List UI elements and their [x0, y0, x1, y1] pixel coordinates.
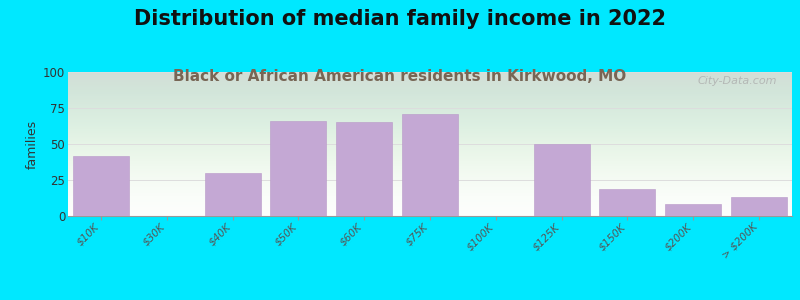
- Bar: [599, 189, 655, 216]
- Bar: [534, 144, 590, 216]
- Bar: [73, 155, 129, 216]
- Bar: [205, 173, 261, 216]
- Bar: [270, 121, 326, 216]
- Bar: [731, 197, 787, 216]
- Text: City-Data.com: City-Data.com: [698, 76, 778, 86]
- Y-axis label: families: families: [26, 119, 39, 169]
- Text: Black or African American residents in Kirkwood, MO: Black or African American residents in K…: [174, 69, 626, 84]
- Text: Distribution of median family income in 2022: Distribution of median family income in …: [134, 9, 666, 29]
- Bar: [336, 122, 392, 216]
- Bar: [402, 114, 458, 216]
- Bar: [666, 205, 722, 216]
